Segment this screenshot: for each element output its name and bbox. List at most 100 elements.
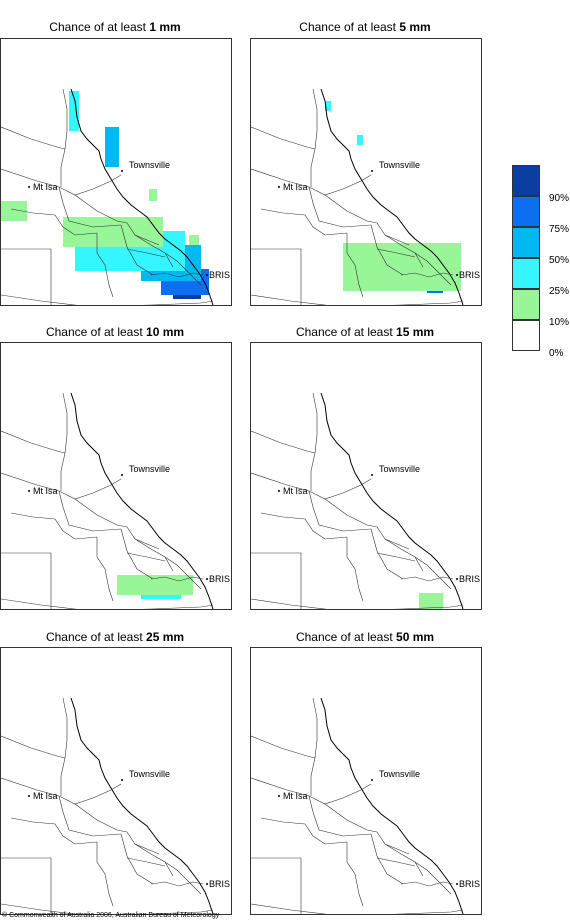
district-boundary xyxy=(346,537,364,602)
probability-cell xyxy=(419,593,443,609)
place-marker xyxy=(278,186,280,188)
place-label-townsville: Townsville xyxy=(379,464,420,474)
district-boundary xyxy=(384,538,424,572)
place-marker xyxy=(456,274,458,276)
district-boundary xyxy=(308,795,372,837)
legend-label-75: 75% xyxy=(549,224,570,235)
district-boundary xyxy=(310,392,318,491)
title-threshold: 25 mm xyxy=(146,630,185,644)
district-boundary xyxy=(376,248,416,258)
place-marker xyxy=(371,779,373,781)
title-threshold: 1 mm xyxy=(149,20,181,34)
probability-cell xyxy=(149,189,157,201)
district-boundary xyxy=(60,697,68,796)
district-boundary xyxy=(96,842,114,907)
district-boundary xyxy=(414,861,452,895)
title-threshold: 5 mm xyxy=(399,20,431,34)
district-boundary xyxy=(58,186,122,228)
district-boundary xyxy=(74,498,160,550)
district-boundary xyxy=(414,252,452,286)
place-marker xyxy=(121,474,123,476)
place-marker xyxy=(456,578,458,580)
district-boundary xyxy=(60,88,68,187)
coastline xyxy=(70,88,214,305)
probability-cell xyxy=(189,235,199,249)
place-marker xyxy=(121,170,123,172)
place-label-mt-isa: Mt Isa xyxy=(283,486,308,496)
place-marker xyxy=(28,795,30,797)
title-prefix: Chance of at least xyxy=(295,325,397,339)
district-boundary xyxy=(400,272,454,278)
panel-title-15mm: Chance of at least 15 mm xyxy=(250,325,480,339)
map-panel-25mm: Townsville Mt Isa BRIS xyxy=(0,647,232,915)
coastline xyxy=(320,697,464,914)
district-boundary xyxy=(251,294,464,305)
place-marker xyxy=(121,779,123,781)
district-boundary xyxy=(384,843,424,877)
district-boundary xyxy=(251,552,302,609)
district-boundary xyxy=(58,490,122,532)
district-boundary xyxy=(251,126,316,150)
probability-cell xyxy=(105,127,119,167)
district-boundary xyxy=(58,795,122,837)
legend-swatch-10 xyxy=(512,289,540,320)
district-boundary xyxy=(126,248,166,258)
district-boundary xyxy=(260,817,348,845)
district-boundary xyxy=(324,194,410,246)
district-boundary xyxy=(96,537,114,602)
place-marker xyxy=(456,883,458,885)
legend-swatch-25 xyxy=(512,258,540,289)
district-boundary xyxy=(126,552,166,562)
district-boundary xyxy=(400,881,454,887)
map-svg: Townsville Mt Isa BRIS xyxy=(1,392,230,609)
district-boundary xyxy=(370,528,404,580)
title-threshold: 50 mm xyxy=(396,630,435,644)
district-boundary xyxy=(1,126,66,150)
title-prefix: Chance of at least xyxy=(45,630,147,644)
district-boundary xyxy=(346,233,364,298)
district-boundary xyxy=(74,803,160,855)
district-boundary xyxy=(1,552,52,609)
probability-cell xyxy=(325,101,331,111)
district-boundary xyxy=(400,576,454,582)
district-boundary xyxy=(251,903,464,914)
place-marker xyxy=(28,490,30,492)
coastline xyxy=(320,88,464,305)
panel-title-25mm: Chance of at least 25 mm xyxy=(0,630,230,644)
legend-swatch-50 xyxy=(512,227,540,258)
district-boundary xyxy=(384,234,424,268)
map-panel-15mm: Townsville Mt Isa BRIS xyxy=(250,342,482,610)
map-panel-50mm: Townsville Mt Isa BRIS xyxy=(250,647,482,915)
district-boundary xyxy=(370,833,404,885)
district-boundary xyxy=(251,735,316,759)
place-label-mt-isa: Mt Isa xyxy=(33,182,58,192)
panel-title-1mm: Chance of at least 1 mm xyxy=(0,20,230,34)
coastline xyxy=(70,392,214,609)
district-boundary xyxy=(164,861,202,895)
legend-label-90: 90% xyxy=(549,193,570,204)
district-boundary xyxy=(120,224,154,276)
district-boundary xyxy=(1,294,214,305)
district-boundary xyxy=(251,598,464,609)
legend-label-10: 10% xyxy=(549,317,570,328)
place-label-townsville: Townsville xyxy=(129,160,170,170)
district-boundary xyxy=(10,512,98,540)
map-panel-1mm: Townsville Mt Isa BRIS xyxy=(0,38,232,306)
map-svg: Townsville Mt Isa BRIS xyxy=(251,697,480,914)
place-label-mt-isa: Mt Isa xyxy=(283,182,308,192)
coastline xyxy=(320,392,464,609)
title-prefix: Chance of at least xyxy=(45,325,147,339)
district-boundary xyxy=(10,817,98,845)
district-boundary xyxy=(134,234,174,268)
map-svg: Townsville Mt Isa BRIS xyxy=(1,88,230,305)
legend-label-25: 25% xyxy=(549,286,570,297)
map-svg: Townsville Mt Isa BRIS xyxy=(251,392,480,609)
legend-swatch-90 xyxy=(512,165,540,196)
place-marker xyxy=(371,474,373,476)
legend-label-50: 50% xyxy=(549,255,570,266)
probability-cell xyxy=(1,201,27,221)
district-boundary xyxy=(1,857,52,914)
place-label-bris: BRIS xyxy=(209,574,230,584)
place-label-mt-isa: Mt Isa xyxy=(283,791,308,801)
place-label-bris: BRIS xyxy=(459,270,480,280)
